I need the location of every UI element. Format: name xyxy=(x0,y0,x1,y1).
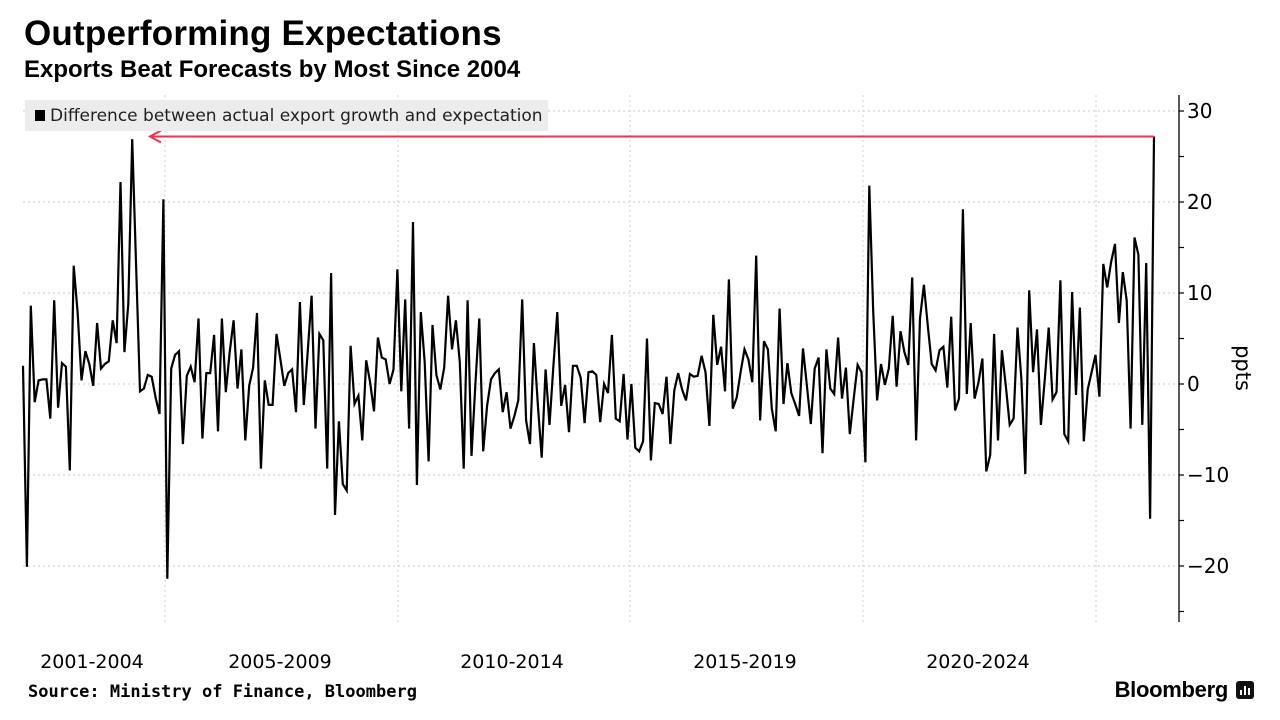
x-tick-label: 2005-2009 xyxy=(228,651,332,673)
legend: Difference between actual export growth … xyxy=(25,100,548,131)
x-tick-label: 2015-2019 xyxy=(693,651,797,673)
x-tick-label: 2010-2014 xyxy=(460,651,564,673)
y-axis-label: ppts xyxy=(1231,345,1255,391)
bloomberg-logo: Bloomberg xyxy=(1114,677,1229,702)
chart-title: Outperforming Expectations xyxy=(24,14,502,53)
chart-subtitle: Exports Beat Forecasts by Most Since 200… xyxy=(24,56,521,83)
y-tick-label: 20 xyxy=(1187,190,1212,214)
y-tick-label: −20 xyxy=(1187,554,1229,578)
y-tick-label: 10 xyxy=(1187,281,1212,305)
x-tick-label: 2020-2024 xyxy=(926,651,1030,673)
arrowhead-icon xyxy=(147,129,162,144)
x-tick-label: 2001-2004 xyxy=(40,651,144,673)
record-arrow-annotation xyxy=(147,129,1154,144)
y-axis: 30 20 10 0 −10 −20 xyxy=(1178,95,1229,622)
y-tick-label: −10 xyxy=(1187,463,1229,487)
source-note: Source: Ministry of Finance, Bloomberg xyxy=(28,682,417,702)
legend-label: Difference between actual export growth … xyxy=(50,106,543,126)
y-tick-label: 0 xyxy=(1187,372,1200,396)
y-tick-label: 30 xyxy=(1187,99,1212,123)
series-line xyxy=(21,136,1156,579)
bar-chart-icon xyxy=(1236,681,1254,699)
legend-swatch xyxy=(35,110,45,121)
